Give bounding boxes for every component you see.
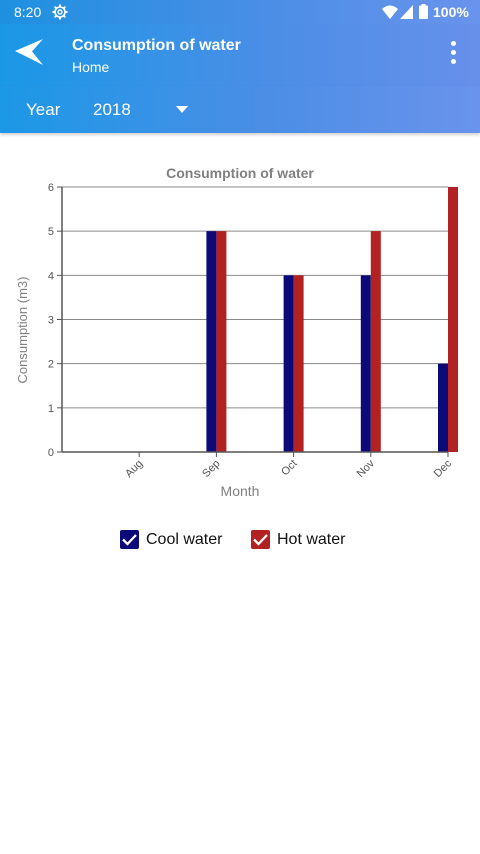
year-select[interactable]: 2018 [86,92,202,126]
battery-icon [419,4,428,19]
bar-hot-water-nov [370,231,381,452]
dropdown-caret-icon [176,106,188,113]
bar-hot-water-dec [448,187,458,452]
signal-icon [400,5,413,19]
legend-item-hot-water[interactable]: Hot water [251,528,361,554]
hot-water-checkbox[interactable] [251,530,270,549]
chart-x-axis-label: Month [221,483,260,499]
x-tick-label-aug: Aug [123,458,145,480]
y-tick-label-3: 3 [48,315,54,327]
y-tick-label-6: 6 [48,182,54,194]
bar-cool-water-nov [360,275,371,452]
status-time: 8:20 [14,4,42,20]
bar-cool-water-oct [283,275,294,452]
y-tick-label-5: 5 [48,226,54,238]
year-select-value: 2018 [93,100,131,119]
chart-y-axis-label: Consumption (m3) [15,277,30,384]
settings-gear-icon [52,4,68,20]
cool-water-checkbox[interactable] [120,530,139,549]
legend-label-hot-water: Hot water [277,531,346,548]
x-tick-label-nov: Nov [355,457,378,480]
more-vert-icon[interactable] [444,38,464,66]
chart-tick-labels: 0 1 2 3 4 5 6 Aug Sep Oct Nov Dec [48,182,455,480]
page-subtitle: Home [72,59,110,75]
app-bar: Consumption of water Home [0,24,480,86]
legend-label-cool-water: Cool water [146,531,223,548]
y-tick-label-0: 0 [48,447,54,459]
year-filter-bar: Year 2018 [0,86,480,133]
y-tick-label-2: 2 [48,359,54,371]
y-tick-label-4: 4 [48,270,54,282]
checkmark-icon [122,534,137,546]
status-bar: 8:20 100% [0,0,480,24]
water-consumption-chart: Consumption of water 0 1 2 3 4 5 6 Aug Sep Oct Nov… [15,165,458,499]
chart-legend: Cool water Hot water [0,528,480,554]
bar-hot-water-oct [293,275,304,452]
back-arrow-icon[interactable] [14,38,44,66]
x-tick-label-dec: Dec [432,457,455,480]
checkmark-icon [253,534,268,546]
chart-title: Consumption of water [166,165,314,181]
chart-axes [57,186,449,457]
bar-cool-water-sep [206,231,217,452]
page-title: Consumption of water [72,37,241,54]
wifi-icon [382,5,398,19]
x-tick-label-oct: Oct [279,458,300,479]
bar-hot-water-sep [216,231,227,452]
chart-grid [62,186,448,409]
legend-item-cool-water[interactable]: Cool water [120,528,230,554]
chart-bars [206,187,458,452]
bar-cool-water-dec [438,363,448,452]
year-label: Year [26,100,61,119]
y-tick-label-1: 1 [48,403,54,415]
x-tick-label-sep: Sep [200,458,222,480]
battery-percent: 100% [433,4,469,20]
